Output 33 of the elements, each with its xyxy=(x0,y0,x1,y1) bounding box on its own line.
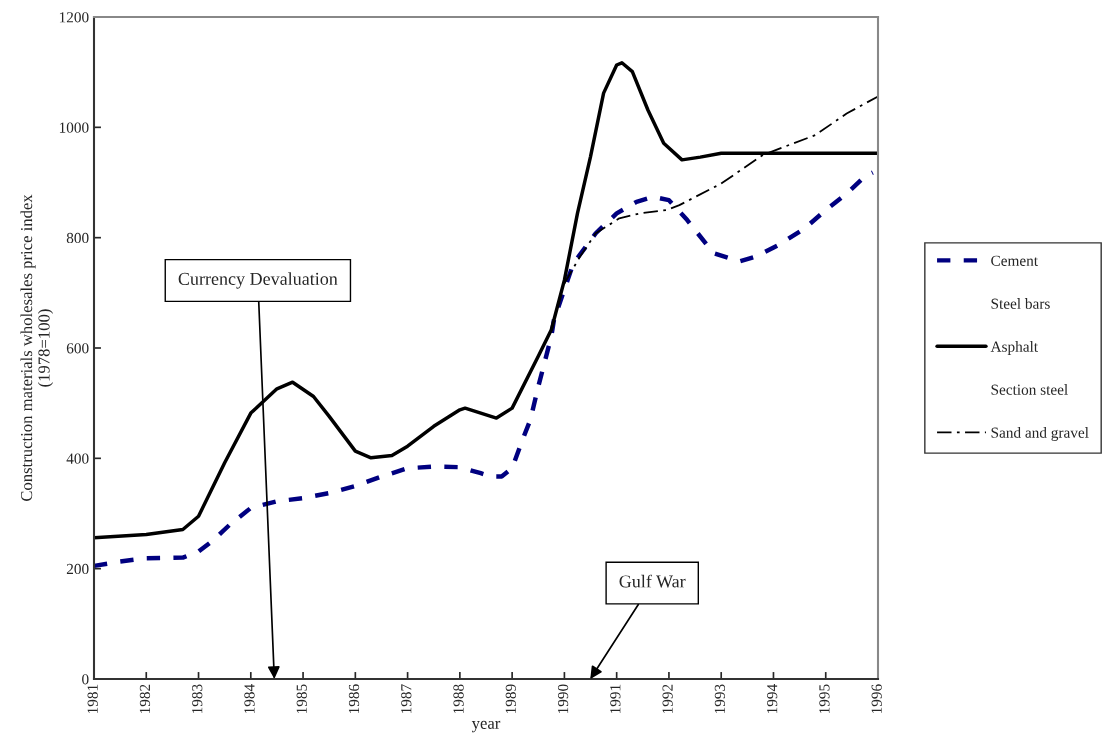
x-tick-label: 1988 xyxy=(453,684,464,714)
x-tick-label: 1986 xyxy=(348,684,360,714)
x-tick-label: 1991 xyxy=(610,684,621,714)
legend-label: Asphalt xyxy=(990,341,1038,355)
y-tick-label: 200 xyxy=(66,563,89,575)
annotation: Currency Devaluation xyxy=(178,272,338,289)
text: Section steel xyxy=(991,384,1068,395)
y-tick-label: 1000 xyxy=(59,122,89,133)
y-tick-label: 800 xyxy=(66,232,89,244)
x-tick-label: 1981 xyxy=(87,684,98,714)
legend-label: Sand and gravel xyxy=(991,427,1089,441)
x-tick-label: 1990 xyxy=(557,684,569,714)
x-tick-label: 1984 xyxy=(244,684,255,714)
line-series xyxy=(94,170,875,569)
x-tick-label: 1996 xyxy=(871,684,882,714)
x-axis-title: year xyxy=(471,720,501,733)
y-tick-label: 1200 xyxy=(59,12,89,23)
y-tick-label: 600 xyxy=(66,343,89,354)
x-tick-label: 1982 xyxy=(139,684,151,714)
annotation: Gulf War xyxy=(619,574,686,588)
text: Steel bars xyxy=(991,298,1050,309)
y-tick-label: 0 xyxy=(82,674,89,685)
x-tick-label: 1994 xyxy=(767,684,778,714)
x-tick-label: 1987 xyxy=(401,684,412,714)
x-tick-label: 1995 xyxy=(819,684,830,714)
x-tick-label: 1985 xyxy=(296,684,307,714)
x-tick-label: 1989 xyxy=(505,684,516,714)
legend-label: Cement xyxy=(991,255,1038,266)
y-tick-label: 400 xyxy=(66,453,89,464)
y-axis-title: Construction materials wholesales price index (1978=100) xyxy=(20,194,54,501)
x-tick-label: 1983 xyxy=(192,684,203,714)
x-tick-label: 1992 xyxy=(662,684,673,714)
x-tick-label: 1993 xyxy=(714,684,726,714)
